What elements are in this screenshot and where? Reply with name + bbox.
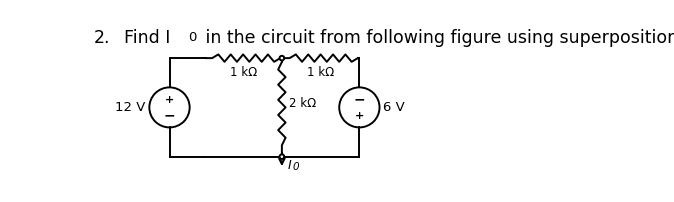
Text: +: + bbox=[355, 111, 364, 121]
Text: 0: 0 bbox=[188, 31, 197, 44]
Text: 1 kΩ: 1 kΩ bbox=[307, 66, 334, 79]
Text: +: + bbox=[165, 95, 174, 105]
Text: 0: 0 bbox=[293, 162, 299, 172]
Text: −: − bbox=[164, 109, 175, 123]
Text: in the circuit from following figure using superposition theorem only.: in the circuit from following figure usi… bbox=[200, 29, 674, 47]
Text: −: − bbox=[354, 93, 365, 107]
Circle shape bbox=[280, 56, 284, 60]
Text: I: I bbox=[287, 159, 291, 172]
Text: 1 kΩ: 1 kΩ bbox=[230, 66, 257, 79]
Text: 2.: 2. bbox=[94, 29, 110, 47]
Circle shape bbox=[280, 154, 284, 159]
Text: 2 kΩ: 2 kΩ bbox=[289, 97, 316, 110]
Text: Find I: Find I bbox=[113, 29, 171, 47]
Text: 12 V: 12 V bbox=[115, 101, 146, 114]
Text: 6 V: 6 V bbox=[384, 101, 405, 114]
